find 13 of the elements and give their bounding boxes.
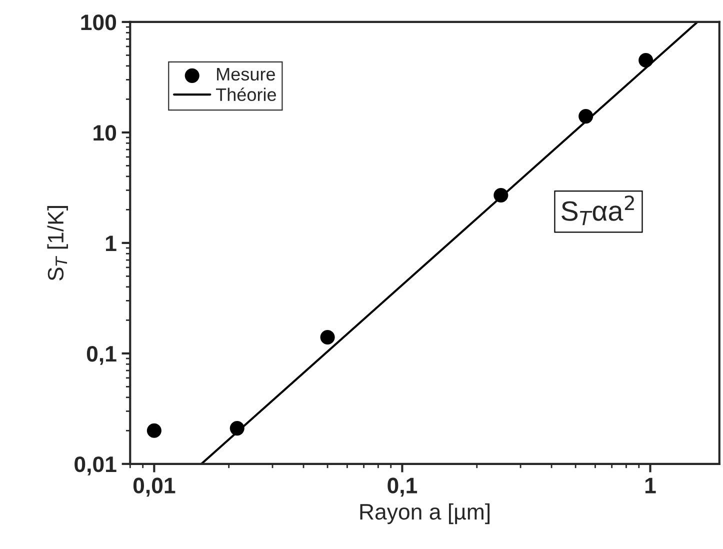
legend-label: Mesure bbox=[217, 68, 275, 81]
y-tick-label: 0,1 bbox=[86, 346, 116, 365]
y-tick-label: 1 bbox=[106, 236, 116, 251]
legend-label: Théorie bbox=[216, 88, 276, 102]
x-tick-label: 1 bbox=[645, 478, 656, 494]
y-axis-title: S$_{T}$ [1/K] bbox=[47, 206, 68, 280]
x-tick-label: 0,01 bbox=[133, 478, 176, 497]
y-tick-label: 100 bbox=[81, 14, 116, 30]
annotation: S$_{T}$αa$^{2}$ bbox=[562, 196, 634, 226]
x-tick-label: 0,1 bbox=[388, 478, 418, 497]
y-tick-label: 0,01 bbox=[74, 456, 116, 476]
x-axis-title: Rayon a [µm] bbox=[360, 503, 490, 524]
y-tick-label: 10 bbox=[94, 124, 116, 141]
